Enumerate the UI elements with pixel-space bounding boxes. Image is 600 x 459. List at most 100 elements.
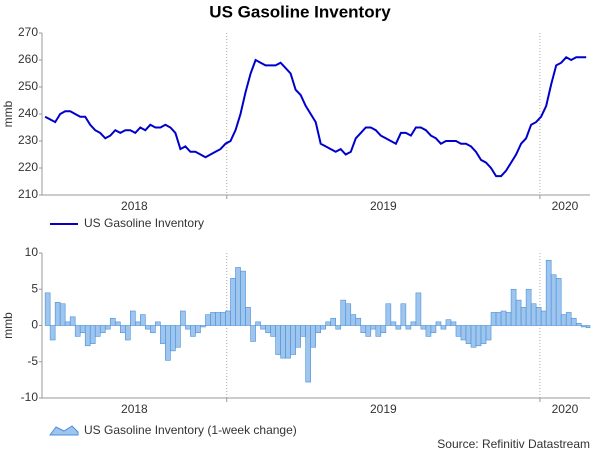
y-tick-label: -5 <box>27 354 38 368</box>
y-tick-label: 250 <box>18 79 38 93</box>
change-bar <box>355 317 362 326</box>
change-bar <box>515 299 522 326</box>
x-tick-label: 2018 <box>121 402 148 416</box>
change-bar <box>109 317 116 326</box>
change-bar <box>74 325 81 337</box>
change-bar <box>230 278 236 326</box>
change-bar <box>495 312 502 326</box>
change-bar <box>540 310 547 326</box>
y-axis-label: mmb <box>1 100 15 127</box>
change-bar <box>525 288 532 326</box>
y-tick-label: 210 <box>18 187 38 201</box>
change-bar <box>280 325 286 359</box>
y-tick-label: 0 <box>31 318 38 332</box>
change-bar <box>455 325 462 337</box>
change-bar <box>500 310 507 326</box>
change-bar <box>295 325 301 348</box>
change-bar <box>415 292 422 326</box>
change-bar <box>420 325 427 330</box>
change-bar <box>235 267 241 326</box>
change-bar <box>440 325 447 330</box>
x-tick-label: 2020 <box>552 199 579 213</box>
change-bar <box>505 312 512 326</box>
change-bar <box>565 312 572 326</box>
change-bar <box>290 325 296 355</box>
change-bar <box>510 288 517 326</box>
change-bar <box>335 325 342 330</box>
change-bar <box>410 321 417 326</box>
source-note: Source: Refinitiv Datastream <box>437 437 590 451</box>
change-bar <box>250 325 256 342</box>
change-bar <box>130 310 136 326</box>
y-tick-label: 230 <box>18 133 38 147</box>
change-bar <box>195 325 201 334</box>
change-bar <box>315 325 321 334</box>
change-bar <box>575 323 582 326</box>
change-bar <box>114 321 121 326</box>
y-tick-label: 270 <box>18 25 38 39</box>
y-tick-label: 10 <box>25 245 39 259</box>
change-bar <box>210 312 216 326</box>
change-bar <box>245 307 251 326</box>
change-bar <box>135 321 141 326</box>
legend-label: US Gasoline Inventory <box>84 216 204 230</box>
x-tick-label: 2019 <box>370 402 397 416</box>
change-bar <box>99 325 106 334</box>
change-bar <box>119 325 126 334</box>
change-bar <box>345 303 352 326</box>
change-bar <box>185 325 191 330</box>
change-bar <box>54 301 61 326</box>
change-bar <box>465 325 472 344</box>
change-bar <box>370 325 377 330</box>
change-bar <box>555 278 562 326</box>
change-bar <box>445 319 452 326</box>
change-bar <box>395 325 402 330</box>
change-bar <box>79 325 86 334</box>
change-bar <box>365 325 372 337</box>
change-bar <box>350 314 357 326</box>
change-bar <box>460 325 467 341</box>
change-bar <box>485 325 492 341</box>
change-bar <box>305 325 311 383</box>
change-bar <box>165 325 171 361</box>
change-bar <box>475 325 482 347</box>
change-bar <box>450 321 457 326</box>
change-bar <box>240 270 246 326</box>
change-bar <box>585 325 591 328</box>
legend-swatch <box>49 425 79 436</box>
change-bar <box>310 325 316 348</box>
x-tick-label: 2018 <box>121 199 148 213</box>
change-bar <box>390 321 397 326</box>
change-bar <box>94 325 101 337</box>
change-bar <box>255 321 261 326</box>
change-bar <box>180 310 186 326</box>
change-bar <box>530 303 537 326</box>
change-bar <box>104 325 111 330</box>
legend-label: US Gasoline Inventory (1-week change) <box>84 423 297 437</box>
change-bar <box>215 312 221 326</box>
y-tick-label: 240 <box>18 106 38 120</box>
change-bar <box>124 325 131 341</box>
change-bar <box>480 325 487 344</box>
change-bar <box>285 325 291 359</box>
change-bar <box>425 325 432 337</box>
change-bar <box>69 316 76 326</box>
change-bar <box>580 325 587 328</box>
change-bar <box>200 325 206 328</box>
change-bar <box>490 312 497 326</box>
page-title: US Gasoline Inventory <box>209 2 391 21</box>
change-bar <box>430 325 437 334</box>
change-bar <box>550 274 557 326</box>
change-bar <box>49 325 56 341</box>
change-bar <box>545 259 552 326</box>
change-bar <box>145 325 151 330</box>
change-bar <box>325 321 332 326</box>
y-tick-label: 220 <box>18 160 38 174</box>
change-bar <box>89 325 96 344</box>
change-bar <box>470 325 477 348</box>
x-tick-label: 2020 <box>552 402 579 416</box>
change-bar <box>535 307 542 326</box>
change-bar <box>64 321 71 326</box>
y-tick-label: -10 <box>21 390 39 404</box>
